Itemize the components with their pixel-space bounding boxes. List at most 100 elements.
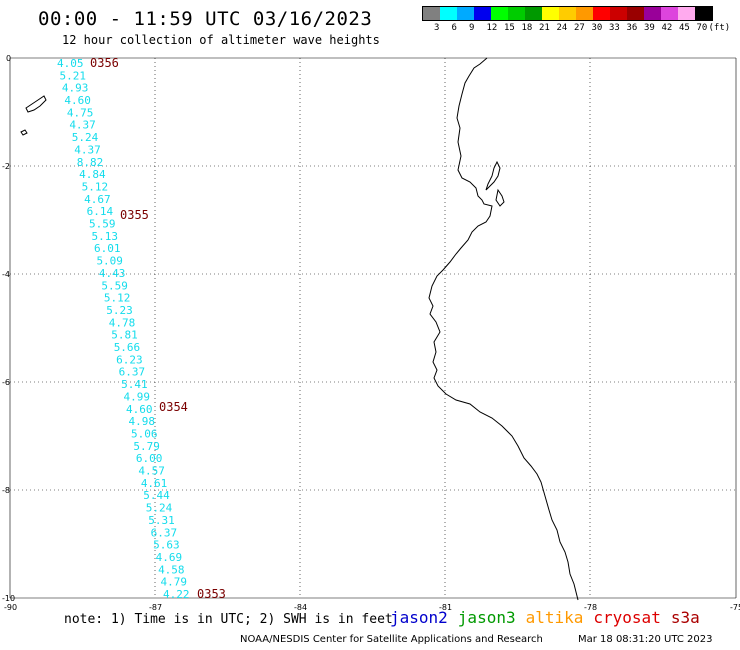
coastline-gulf-island [485,160,505,207]
colorbar-tick-label: 42 [661,23,673,33]
wave-height-value: 4.57 [138,465,165,478]
lat-tick-label: 0 [6,54,11,63]
coastline-mainland [428,57,579,601]
pass-time-label: 0353 [197,587,226,601]
wave-height-value: 4.93 [62,82,89,95]
wave-height-value: 4.60 [126,403,153,416]
wave-height-value: 4.75 [67,106,94,119]
wave-height-value: 4.61 [141,477,168,490]
colorbar-tick-label: 45 [679,23,690,33]
figure-subtitle: 12 hour collection of altimeter wave hei… [62,33,380,47]
colorbar-swatch [491,7,508,20]
wave-height-value: 5.24 [72,131,99,144]
wave-height-value: 4.84 [79,168,106,181]
pass-time-label: 0354 [159,400,188,414]
coastline-galapagos-1 [25,95,47,113]
lon-tick-label: -84 [294,603,307,612]
wave-height-value: 6.37 [151,526,178,539]
wave-height-value: 4.05 [57,57,84,70]
wave-height-value: 4.43 [99,267,126,280]
wave-height-value: 6.01 [94,242,121,255]
wave-height-value: 5.59 [89,218,116,231]
wave-height-value: 4.58 [158,563,185,576]
sat-label-s3a: s3a [670,608,700,627]
footer-timestamp: Mar 18 08:31:20 UTC 2023 [578,634,713,645]
colorbar-swatch [423,7,440,20]
lon-tick-label: -81 [439,603,452,612]
wave-height-value: 4.69 [156,551,183,564]
lon-tick-label: -75 [730,603,740,612]
wave-height-value: 4.37 [69,119,96,132]
colorbar-swatch [627,7,644,20]
colorbar-tick-label: 12 [486,23,498,33]
map-axis-labels: -90 -87 -84 -81 -78 -75 0 -2 -4 -6 -8 -10 [2,54,740,612]
colorbar-tick-label: 3 [434,23,440,33]
wave-height-value: 5.44 [143,489,170,502]
wave-height-value: 5.66 [114,341,141,354]
lon-tick-label: -87 [149,603,162,612]
colorbar-labels: 3 6 9 12 15 18 21 24 27 30 33 36 39 42 45 70 (ft) [422,21,730,35]
coastline [20,57,579,601]
wave-height-value: 5.13 [92,230,119,243]
lat-tick-label: -8 [2,486,10,495]
colorbar-swatch [474,7,491,20]
lon-tick-label: -78 [584,603,597,612]
sat-label-jason3: jason3 [457,608,516,627]
wave-height-value: 4.67 [84,193,111,206]
wave-height-value: 4.98 [128,415,155,428]
pass-time-label: 0356 [90,56,119,70]
colorbar-swatch [610,7,627,20]
colorbar-swatch [559,7,576,20]
wave-height-value: 6.37 [119,366,145,379]
colorbar-tick-label: 6 [451,23,457,33]
colorbar-tick-label: 9 [469,23,475,33]
wave-height-value: 4.99 [124,390,151,403]
wave-height-value: 5.79 [133,440,160,453]
colorbar-tick-label: 39 [644,23,655,33]
pass-time-label: 0355 [120,208,149,222]
footer-credit: NOAA/NESDIS Center for Satellite Applica… [240,634,543,645]
colorbar-swatches [422,6,713,21]
wave-height-value: 5.63 [153,539,180,552]
wave-height-value: 5.06 [131,427,158,440]
colorbar-swatch [678,7,695,20]
wave-height-value: 5.12 [104,292,131,305]
wave-height-value: 6.14 [87,205,114,218]
wave-height-value: 5.59 [101,279,128,292]
wave-height-value: 5.23 [106,304,133,317]
figure-title: 00:00 - 11:59 UTC 03/16/2023 [38,8,373,30]
colorbar-tick-label: 36 [626,23,638,33]
colorbar-tick-label: 24 [556,23,568,33]
wave-height-value: 5.81 [111,329,138,342]
colorbar-tick-label: 21 [539,23,550,33]
wave-height-value: 6.00 [136,452,163,465]
wave-height-value: 5.31 [148,514,175,527]
wave-height-value: 4.22 [163,588,190,601]
colorbar-swatch [576,7,593,20]
colorbar-tick-label: 18 [521,23,533,33]
wave-height-value: 5.09 [96,255,123,268]
lat-tick-label: -2 [2,162,10,171]
wave-height-value: 8.82 [77,156,104,169]
colorbar-swatch [661,7,678,20]
colorbar-swatch [695,7,712,20]
sat-label-altika: altika [525,608,584,627]
colorbar-tick-label: 33 [609,23,620,33]
wave-height-value: 4.60 [64,94,91,107]
wave-height-value: 5.12 [82,180,109,193]
pass-labels: 0356 0355 0354 0353 [90,56,226,601]
lat-tick-label: -4 [2,270,10,279]
colorbar-swatch [542,7,559,20]
colorbar-tick-label: 70 [696,23,708,33]
colorbar-tick-label: 27 [574,23,585,33]
wave-height-value: 5.41 [121,378,147,391]
altimeter-track: 4.055.214.934.604.754.375.244.378.824.84… [57,57,190,601]
colorbar-swatch [508,7,525,20]
colorbar-tick-label: (ft) [708,23,731,33]
coastline-galapagos-2 [20,129,28,136]
map-grid [9,57,737,599]
colorbar-tick-label: 15 [504,23,515,33]
colorbar-swatch [525,7,542,20]
